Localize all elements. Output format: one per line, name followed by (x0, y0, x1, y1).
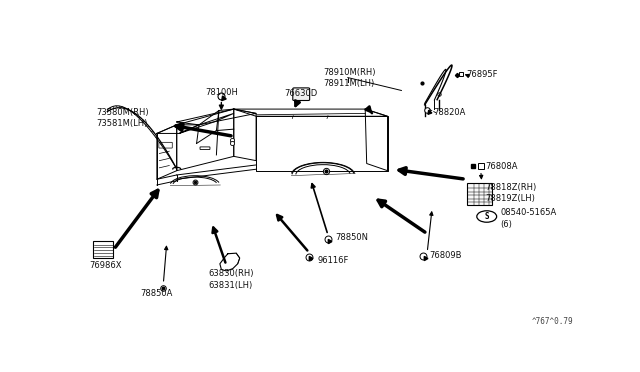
Text: 73580M(RH)
73581M(LH): 73580M(RH) 73581M(LH) (96, 108, 148, 128)
Text: 78850N: 78850N (335, 233, 369, 242)
Text: 78100H: 78100H (205, 88, 238, 97)
Text: 76809B: 76809B (429, 251, 462, 260)
Text: 76986X: 76986X (89, 261, 122, 270)
FancyBboxPatch shape (467, 183, 492, 205)
Text: 08540-5165A
(6): 08540-5165A (6) (500, 208, 557, 228)
Text: 76895F: 76895F (466, 70, 497, 79)
Text: 78910M(RH)
78911M(LH): 78910M(RH) 78911M(LH) (323, 68, 376, 88)
FancyBboxPatch shape (292, 88, 310, 100)
Text: 63830(RH)
63831(LH): 63830(RH) 63831(LH) (208, 269, 253, 289)
Text: 78850A: 78850A (141, 289, 173, 298)
Text: 96116F: 96116F (317, 256, 348, 265)
Text: ^767^0.79: ^767^0.79 (532, 317, 573, 326)
Text: 76808A: 76808A (486, 162, 518, 171)
Text: 78818Z(RH)
78819Z(LH): 78818Z(RH) 78819Z(LH) (486, 183, 537, 203)
Text: 78820A: 78820A (433, 108, 465, 117)
Text: 76630D: 76630D (284, 89, 317, 98)
Text: S: S (484, 212, 489, 221)
